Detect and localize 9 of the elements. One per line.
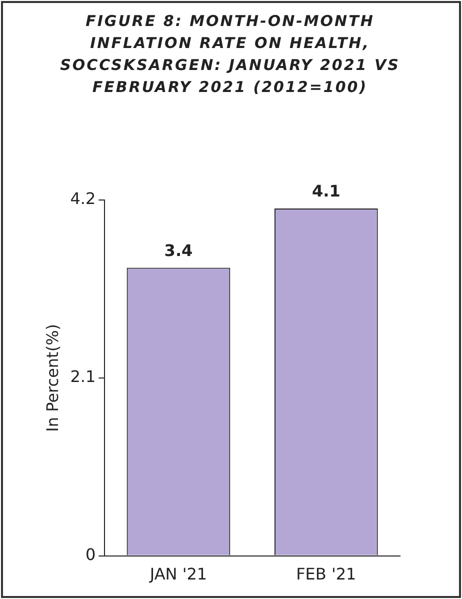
x-tick-label: JAN '21 [148, 564, 208, 584]
y-tick-label: 0 [85, 544, 96, 564]
chart-title: FIGURE 8: MONTH-ON-MONTH INFLATION RATE ON HEALTH, SOCCSKSARGEN: JANUARY 2021 VS FEBRUARY 2021 (2012=100) [60, 11, 400, 98]
data-label: 3.4 [164, 240, 193, 260]
y-tick-label: 2.1 [70, 367, 96, 386]
data-label: 4.1 [312, 182, 340, 201]
y-axis-title: In Percent(%) [42, 324, 62, 432]
x-tick-label: FEB '21 [296, 564, 356, 584]
y-tick-label: 4.2 [70, 189, 96, 208]
